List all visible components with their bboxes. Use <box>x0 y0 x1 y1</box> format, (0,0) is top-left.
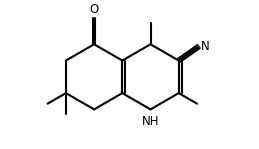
Text: NH: NH <box>142 115 159 128</box>
Text: O: O <box>90 3 99 16</box>
Text: N: N <box>200 40 209 53</box>
